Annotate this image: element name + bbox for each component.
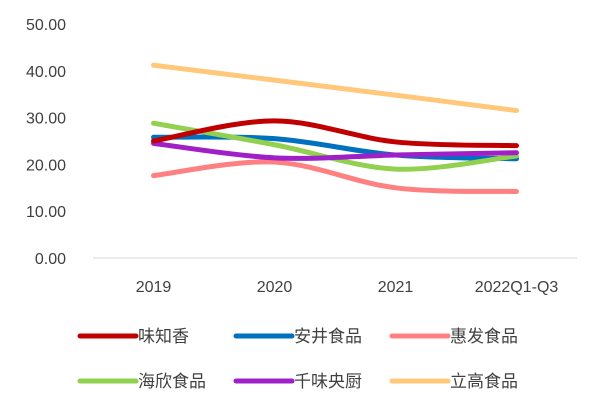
series-line-2 [151, 159, 519, 195]
series-line-4 [151, 140, 519, 161]
y-tick-label: 40.00 [26, 64, 66, 81]
legend-label: 千味央厨 [294, 372, 362, 392]
legend-label: 惠发食品 [450, 327, 518, 347]
legend-label: 立高食品 [450, 372, 518, 392]
y-tick-label: 0.00 [35, 251, 66, 268]
y-axis-ticks: 0.00 10.00 20.00 30.00 40.00 50.00 [26, 17, 66, 268]
legend-item: 立高食品 [389, 372, 518, 392]
x-tick-label: 2021 [378, 279, 414, 296]
series-lines [151, 62, 519, 195]
y-tick-label: 10.00 [26, 204, 66, 221]
legend-item: 味知香 [77, 327, 189, 347]
x-axis-ticks: 2019 2020 2021 2022Q1-Q3 [136, 279, 559, 296]
legend-item: 惠发食品 [389, 327, 518, 347]
y-tick-label: 30.00 [26, 111, 66, 128]
legend-item: 千味央厨 [233, 372, 362, 392]
y-tick-label: 20.00 [26, 157, 66, 174]
legend-label: 海欣食品 [138, 372, 206, 392]
x-tick-label: 2022Q1-Q3 [475, 279, 559, 296]
x-tick-label: 2019 [136, 279, 172, 296]
legend-label: 味知香 [138, 327, 189, 347]
x-tick-label: 2020 [257, 279, 293, 296]
legend-item: 海欣食品 [77, 372, 206, 392]
legend-label: 安井食品 [294, 327, 362, 347]
series-line-5 [151, 62, 519, 114]
series-line-0 [151, 118, 519, 149]
series-line-1 [151, 134, 519, 162]
legend-item: 安井食品 [233, 327, 362, 347]
y-tick-label: 50.00 [26, 17, 66, 34]
